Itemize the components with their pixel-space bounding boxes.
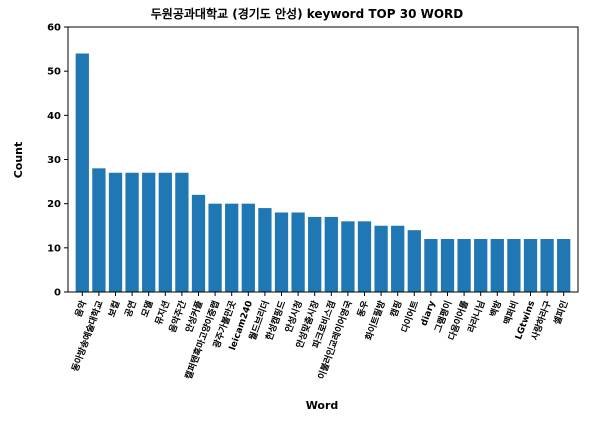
y-tick-label: 10	[47, 243, 61, 254]
y-tick-label: 60	[47, 23, 61, 34]
bar	[108, 172, 123, 292]
bar	[341, 221, 355, 292]
x-tick-label: diary	[419, 299, 437, 327]
bar	[208, 203, 222, 292]
bar	[324, 216, 338, 292]
x-tick-label: 공연	[123, 299, 139, 318]
bar	[241, 203, 255, 292]
bar	[175, 172, 189, 292]
bar	[225, 203, 239, 292]
bar	[391, 225, 405, 292]
bar	[523, 239, 538, 292]
x-tick-label: 백방	[487, 298, 504, 318]
bar	[291, 212, 305, 292]
x-tick-label: 캠핑	[388, 299, 405, 319]
y-tick-label: 50	[47, 67, 61, 78]
x-tick-label: 모델	[139, 299, 156, 319]
y-tick-label: 30	[47, 155, 61, 166]
bar	[540, 239, 554, 292]
bar	[424, 239, 438, 292]
bar	[357, 221, 372, 292]
bar	[507, 239, 521, 292]
bar	[457, 239, 471, 292]
x-tick-label: 동우	[355, 299, 371, 318]
bar	[440, 239, 455, 292]
y-tick-label: 0	[54, 288, 61, 299]
bar	[142, 172, 156, 292]
bar	[191, 194, 206, 292]
x-tick-label: 동아방송예술대학교	[69, 299, 106, 373]
bar	[474, 239, 488, 292]
bar	[258, 208, 272, 292]
bar	[125, 172, 139, 292]
x-tick-label: 음악	[72, 298, 89, 318]
bar	[490, 239, 504, 292]
bar	[75, 53, 89, 292]
bar	[92, 168, 106, 292]
bar	[308, 216, 322, 292]
x-tick-label: 보컬	[105, 299, 122, 319]
y-axis-label: Count	[12, 142, 25, 179]
bar	[557, 239, 571, 292]
bar	[374, 225, 388, 292]
x-axis-label: Word	[306, 399, 339, 412]
chart-title: 두원공과대학교 (경기도 안성) keyword TOP 30 WORD	[151, 6, 464, 21]
bar	[274, 212, 289, 292]
y-tick-label: 40	[47, 111, 61, 122]
bar	[158, 172, 172, 292]
bar	[407, 230, 421, 292]
y-tick-label: 20	[47, 199, 61, 210]
